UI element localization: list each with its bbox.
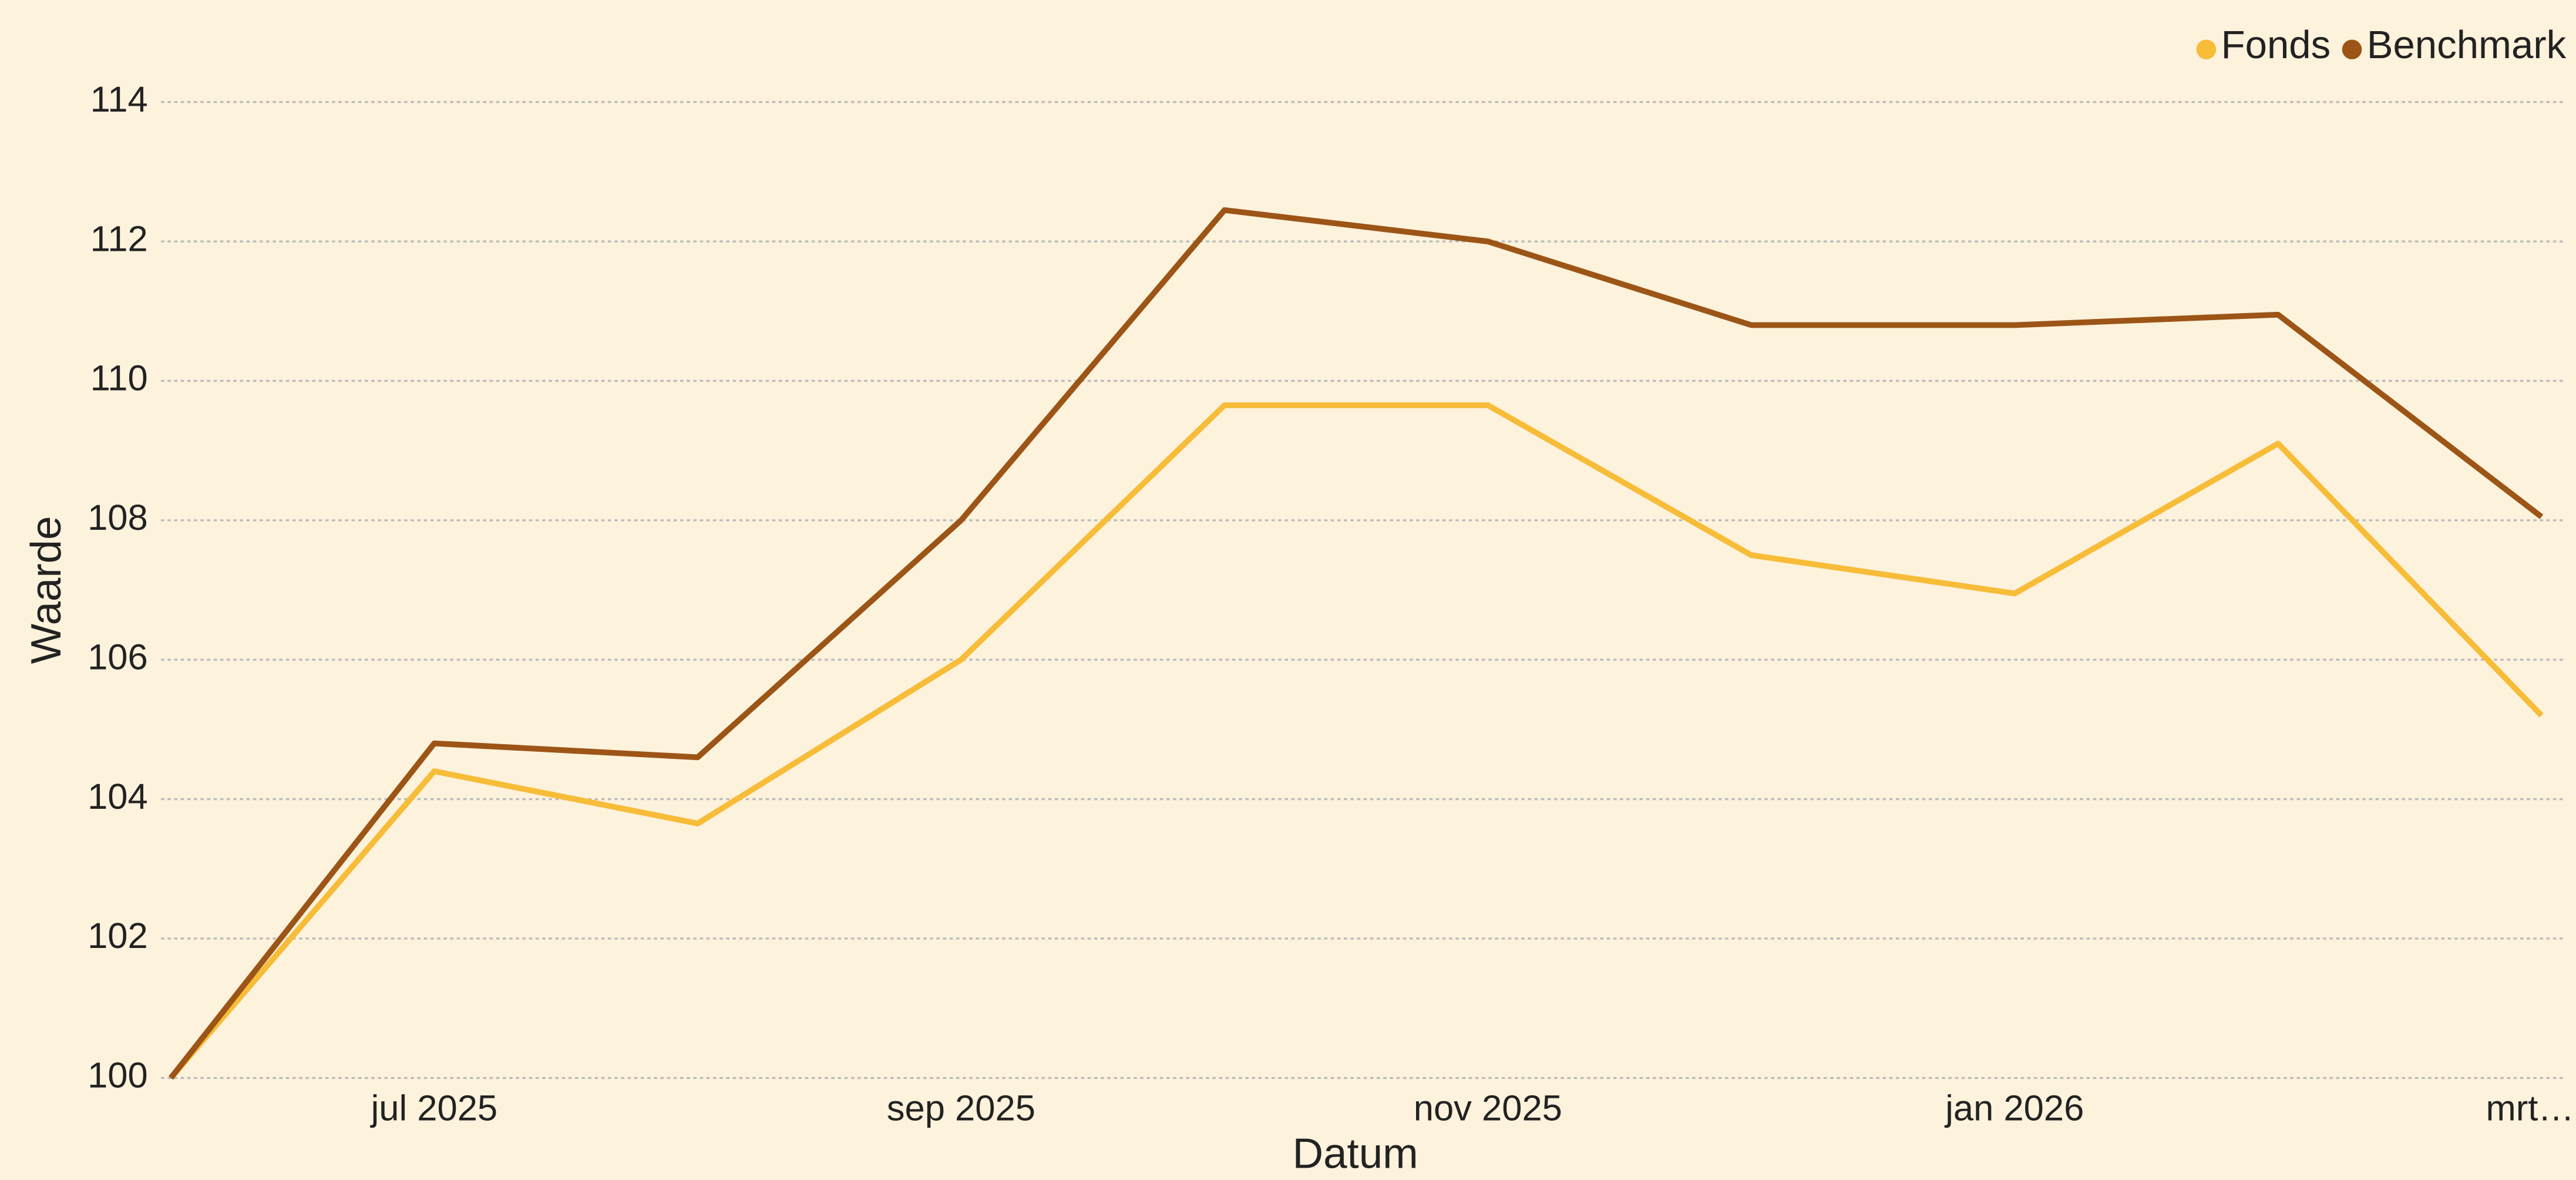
y-tick-label: 112 <box>90 218 148 259</box>
y-tick-label: 106 <box>88 637 148 677</box>
legend-label: Benchmark <box>2367 23 2567 67</box>
y-axis-title: Waarde <box>22 516 70 664</box>
x-axis-title: Datum <box>1293 1130 1418 1178</box>
legend-label: Fonds <box>2221 23 2331 67</box>
y-tick-label: 102 <box>88 916 148 956</box>
y-tick-label: 108 <box>88 497 148 538</box>
legend-marker <box>2342 39 2362 60</box>
x-tick-label: jan 2026 <box>1944 1088 2084 1128</box>
y-tick-label: 100 <box>88 1055 148 1096</box>
x-tick-label: mrt… <box>2486 1088 2574 1128</box>
y-tick-label: 110 <box>90 358 148 399</box>
y-tick-label: 114 <box>90 79 148 120</box>
legend-marker <box>2196 39 2217 60</box>
x-tick-label: jul 2025 <box>370 1088 498 1128</box>
y-tick-label: 104 <box>88 776 148 817</box>
x-tick-label: nov 2025 <box>1414 1088 1562 1128</box>
line-series <box>169 402 2544 1080</box>
line-series <box>169 207 2544 1080</box>
x-tick-label: sep 2025 <box>887 1088 1035 1128</box>
